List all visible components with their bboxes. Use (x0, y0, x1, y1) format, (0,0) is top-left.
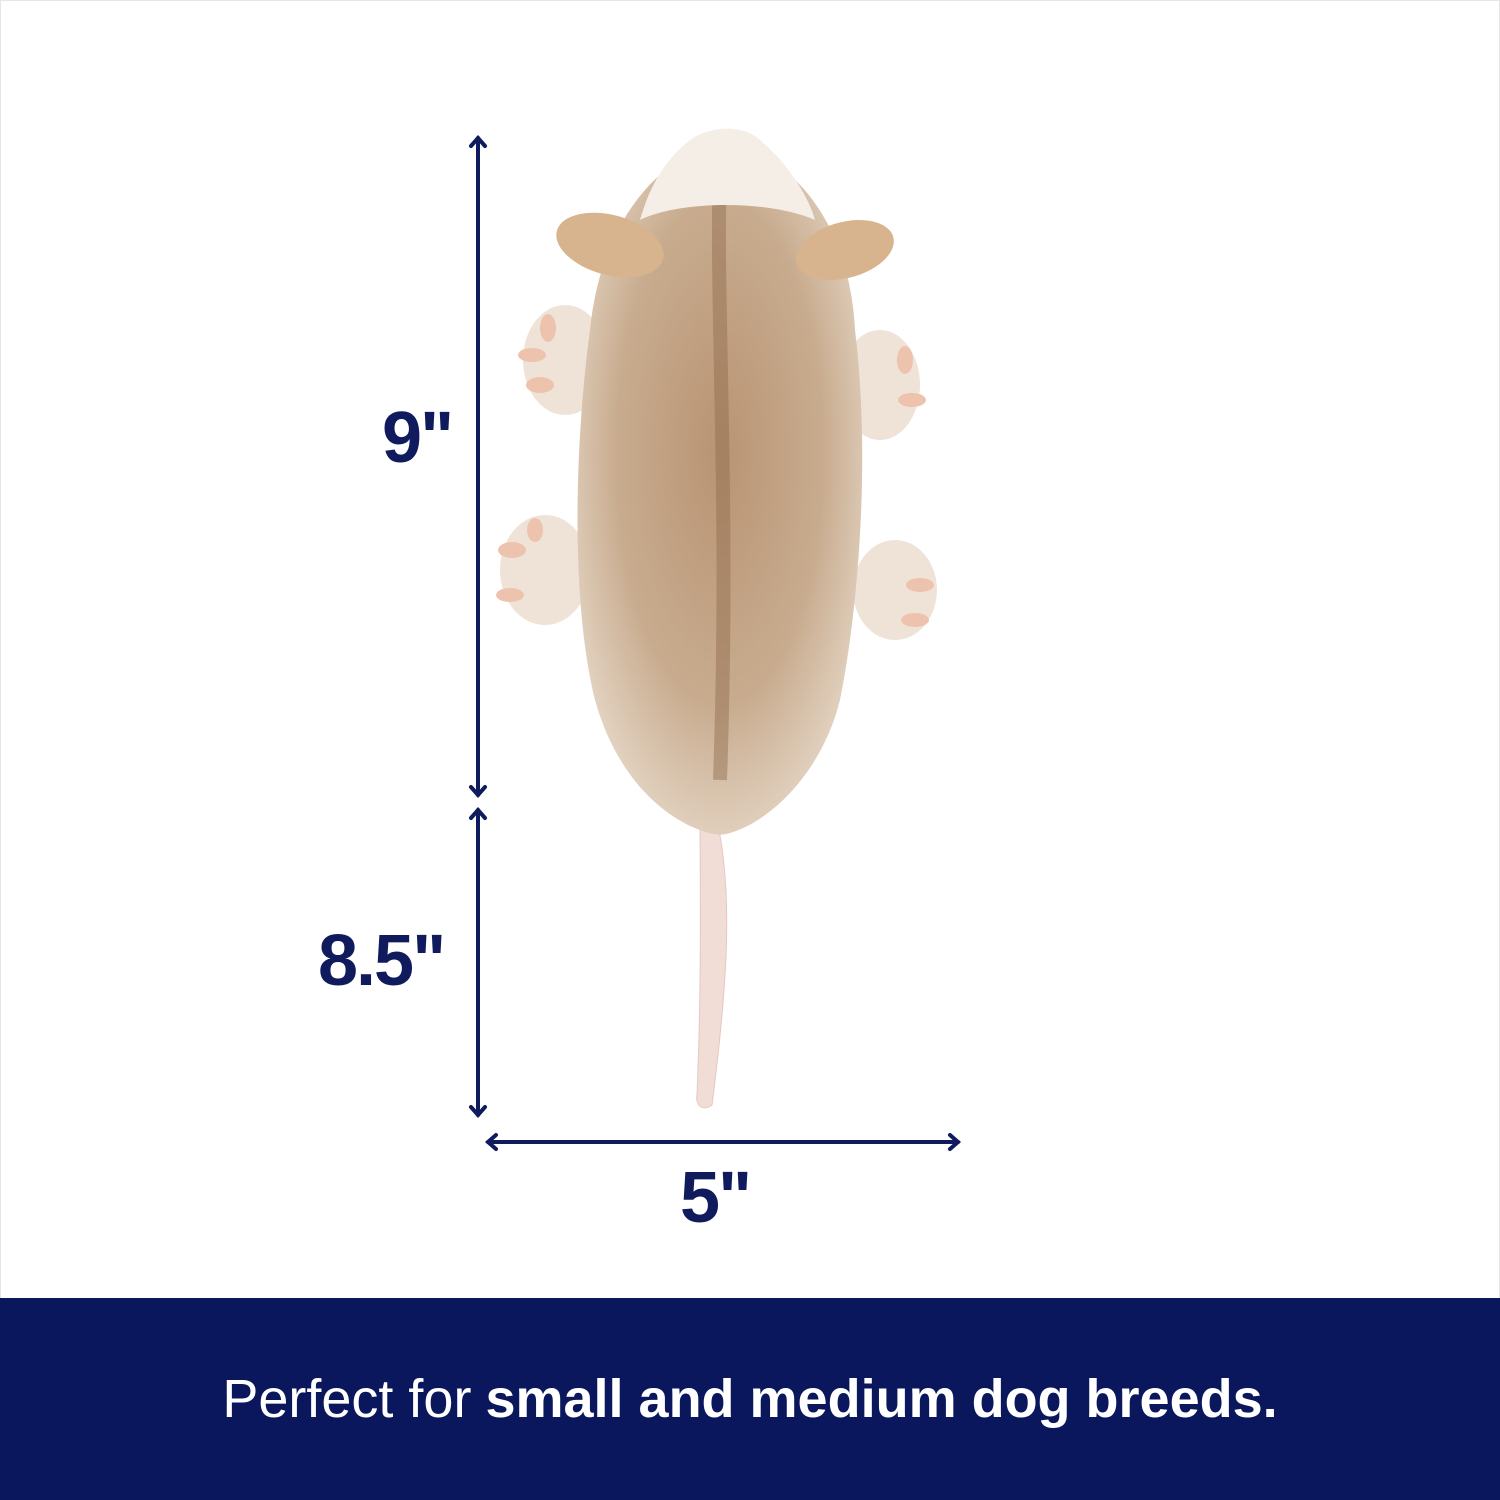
opossum-toy (496, 128, 937, 1109)
body-length-arrow (469, 134, 487, 799)
body-length-label: 9" (382, 398, 454, 478)
width-label: 5" (680, 1158, 752, 1238)
tail-length-label: 8.5" (318, 921, 446, 1001)
left-ear (556, 212, 664, 278)
tail (696, 799, 728, 1109)
dimension-arrows (469, 134, 962, 1151)
width-arrow (484, 1133, 962, 1151)
head (640, 128, 815, 220)
right-ear (796, 220, 894, 280)
tail-length-arrow (469, 806, 487, 1119)
tagline-banner: Perfect for small and medium dog breeds. (0, 1298, 1500, 1500)
body (577, 140, 863, 835)
tagline-emphasis: small and medium dog breeds. (485, 1369, 1278, 1429)
tagline-lead: Perfect for (222, 1369, 472, 1429)
rear-left-paw (500, 515, 590, 625)
